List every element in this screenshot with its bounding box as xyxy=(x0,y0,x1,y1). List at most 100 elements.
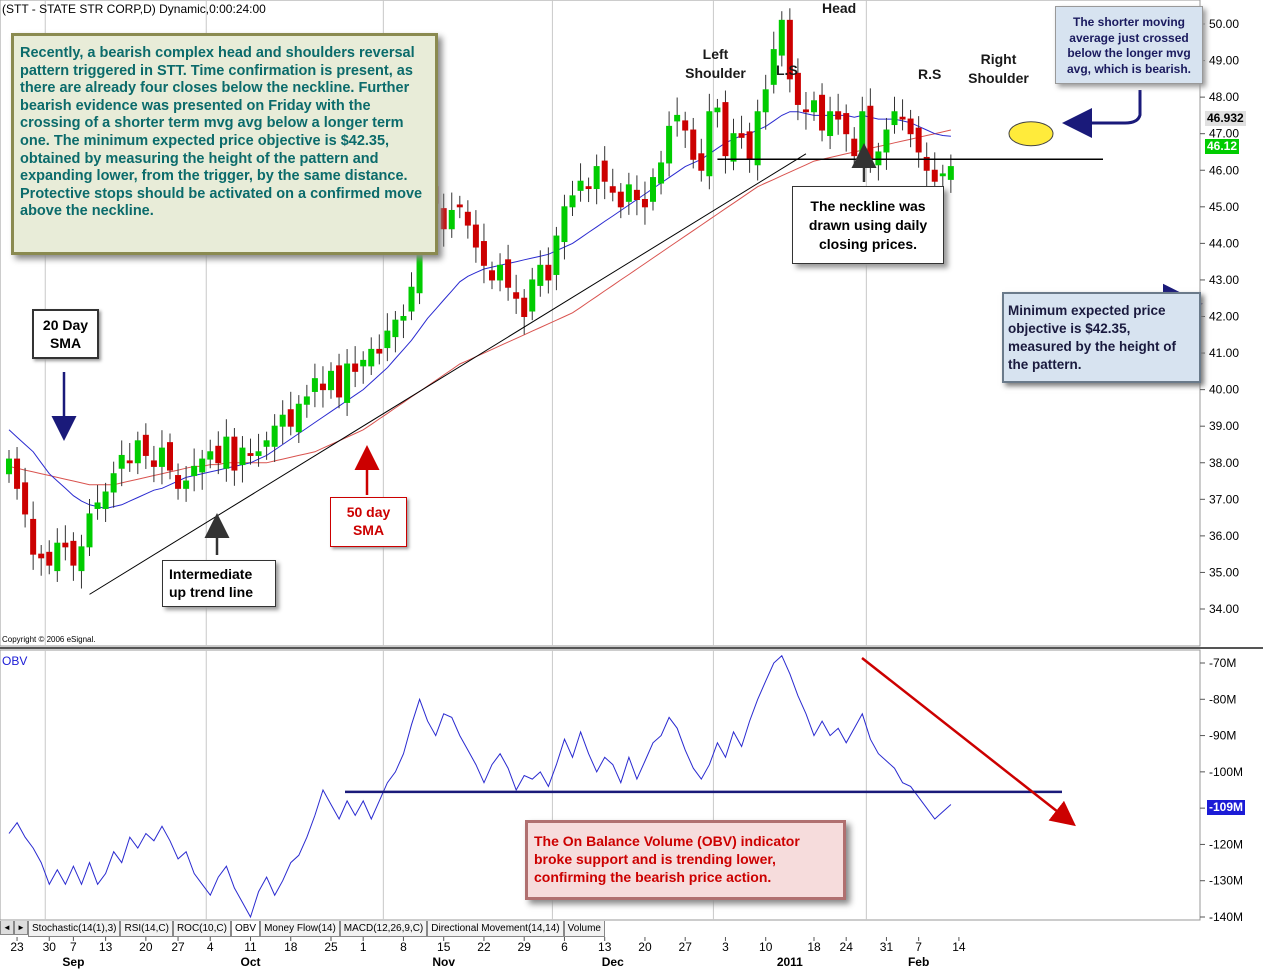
candle-body xyxy=(835,111,842,120)
candle-body xyxy=(336,365,343,398)
candle-body xyxy=(191,465,198,477)
candle-body xyxy=(505,259,512,288)
candle-body xyxy=(497,264,504,281)
candle-body xyxy=(827,111,834,137)
candle-body xyxy=(175,475,182,489)
date-tick-label: 13 xyxy=(99,940,113,954)
candle-body xyxy=(480,241,487,266)
tab-money-flow[interactable]: Money Flow(14) xyxy=(260,921,340,937)
candle-body xyxy=(303,396,310,405)
tab-scroll-right-icon[interactable]: ► xyxy=(14,921,28,935)
candle-body xyxy=(489,270,495,281)
candle-body xyxy=(344,363,351,403)
candle-body xyxy=(811,100,817,113)
date-tick-label: 6 xyxy=(561,940,568,954)
tab-rsi[interactable]: RSI(14,C) xyxy=(120,921,173,937)
month-label: 2011 xyxy=(777,955,803,969)
candle-body xyxy=(54,542,61,572)
obv-label: OBV xyxy=(2,654,28,668)
objective-annotation: Minimum expected price objective is $42.… xyxy=(1002,292,1201,383)
candle-body xyxy=(239,447,246,466)
candle-body xyxy=(553,235,560,275)
candle-body xyxy=(738,133,745,138)
date-tick-label: 8 xyxy=(400,940,407,954)
candle-body xyxy=(601,160,608,182)
price-tick-label: 40.00 xyxy=(1209,383,1239,397)
candle-body xyxy=(617,191,624,208)
main-annotation: Recently, a bearish complex head and sho… xyxy=(11,33,438,255)
candlestick-series xyxy=(6,8,954,589)
date-tick-label: 4 xyxy=(207,940,214,954)
candle-body xyxy=(698,153,705,171)
candle-body xyxy=(521,297,528,317)
left-shoulder-label: Left Shoulder xyxy=(685,46,746,81)
candle-body xyxy=(843,113,850,135)
candle-body xyxy=(295,403,302,433)
indicator-tabs: ◄ ► Stochastic(14(1),3) RSI(14,C) ROC(10… xyxy=(0,921,605,937)
candle-body xyxy=(352,363,359,372)
sma-price-badge: 46.932 xyxy=(1205,111,1246,126)
candle-body xyxy=(464,211,471,226)
month-label: Sep xyxy=(62,955,84,969)
obv-tick-label: -120M xyxy=(1209,837,1243,851)
candle-body xyxy=(746,131,753,160)
candle-body xyxy=(819,94,826,131)
candle-body xyxy=(722,102,729,157)
price-tick-label: 39.00 xyxy=(1209,419,1239,433)
candle-body xyxy=(690,129,697,160)
price-tick-label: 48.00 xyxy=(1209,90,1239,104)
candle-body xyxy=(215,445,222,464)
price-tick-label: 42.00 xyxy=(1209,310,1239,324)
candle-body xyxy=(440,208,447,230)
candle-body xyxy=(376,348,383,354)
tab-volume[interactable]: Volume xyxy=(563,921,605,937)
price-tick-label: 46.00 xyxy=(1209,163,1239,177)
price-tick-label: 49.00 xyxy=(1209,54,1239,68)
date-tick-label: 30 xyxy=(43,940,57,954)
date-tick-label: 7 xyxy=(70,940,77,954)
candle-body xyxy=(593,166,600,190)
tab-obv[interactable]: OBV xyxy=(230,921,261,937)
candle-body xyxy=(585,186,592,190)
candle-body xyxy=(939,173,946,177)
sma50-annotation: 50 day SMA xyxy=(330,497,407,547)
ls-label: L.S xyxy=(776,62,798,78)
head-label: Head xyxy=(822,0,857,16)
candle-body xyxy=(666,125,673,164)
price-tick-label: 47.00 xyxy=(1209,127,1239,141)
candle-body xyxy=(802,109,809,113)
candle-body xyxy=(883,129,890,153)
candle-body xyxy=(231,436,238,471)
candle-body xyxy=(456,204,463,208)
candle-body xyxy=(633,189,640,200)
obv-value-badge: -109M xyxy=(1207,800,1246,815)
tab-scroll-left-icon[interactable]: ◄ xyxy=(0,921,14,935)
candle-body xyxy=(126,460,133,464)
candle-body xyxy=(545,264,552,281)
candle-body xyxy=(682,120,689,131)
tab-stochastic[interactable]: Stochastic(14(1),3) xyxy=(28,921,121,937)
candle-body xyxy=(247,453,254,456)
tab-directional-movement[interactable]: Directional Movement(14,14) xyxy=(427,921,564,937)
obv-annotation: The On Balance Volume (OBV) indicator br… xyxy=(525,820,846,900)
candle-body xyxy=(134,440,141,464)
tab-roc[interactable]: ROC(10,C) xyxy=(172,921,231,937)
candle-body xyxy=(62,542,69,548)
candle-body xyxy=(38,553,45,559)
candle-body xyxy=(150,460,157,467)
date-tick-label: 23 xyxy=(10,940,24,954)
candle-body xyxy=(255,451,262,456)
candle-body xyxy=(6,458,12,475)
candle-body xyxy=(577,180,584,191)
candle-body xyxy=(875,151,882,166)
obv-tick-label: -130M xyxy=(1209,874,1243,888)
chart-title: (STT - STATE STR CORP,D) Dynamic,0:00:24… xyxy=(2,2,266,16)
sma50-line xyxy=(8,129,952,486)
sma20-line xyxy=(8,111,951,510)
tab-macd[interactable]: MACD(12,26,9,C) xyxy=(339,921,428,937)
candle-body xyxy=(674,114,681,122)
candle-body xyxy=(110,473,117,493)
candle-body xyxy=(328,370,334,391)
candle-body xyxy=(78,546,85,572)
candle-body xyxy=(472,224,479,248)
